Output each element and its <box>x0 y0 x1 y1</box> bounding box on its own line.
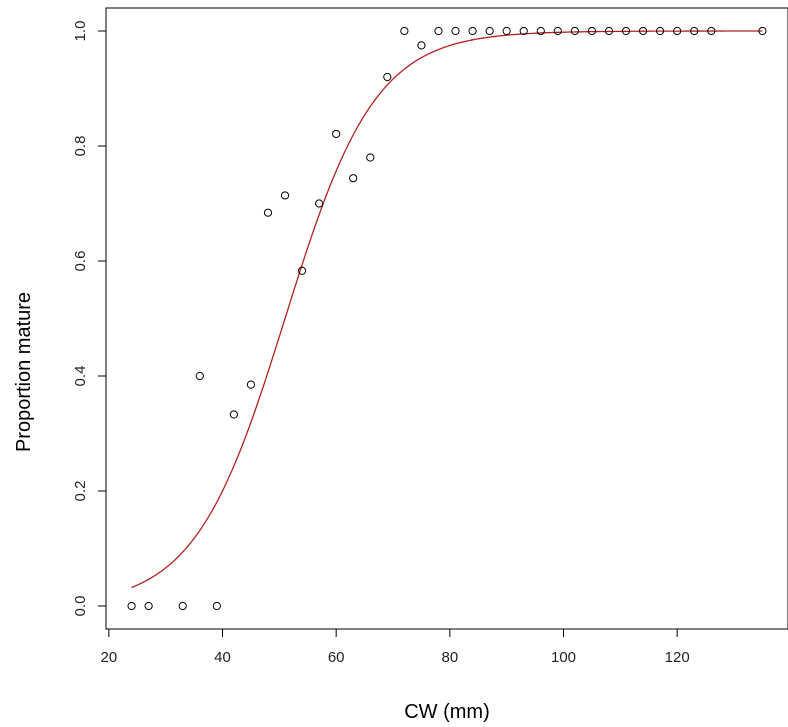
x-tick-label: 120 <box>665 649 690 666</box>
data-point <box>127 601 136 611</box>
data-point <box>758 26 767 36</box>
y-tick-label: 0.2 <box>72 481 89 502</box>
data-point <box>212 601 221 611</box>
plot-frame <box>105 7 788 630</box>
y-axis: 0.0 0.2 0.4 0.6 0.8 1.0 <box>72 21 106 617</box>
x-tick-label: 100 <box>551 649 576 666</box>
y-axis-label: Proportion mature <box>13 292 35 452</box>
data-point <box>707 26 716 36</box>
data-points <box>127 26 767 611</box>
data-point <box>178 601 187 611</box>
data-point <box>280 191 290 200</box>
x-tick-label: 20 <box>100 649 117 666</box>
data-point <box>536 26 545 36</box>
y-tick-label: 0.0 <box>72 596 89 617</box>
data-point <box>502 26 511 36</box>
x-tick-label: 60 <box>328 649 345 666</box>
data-point <box>195 371 204 381</box>
data-point <box>570 26 579 36</box>
fitted-curve <box>131 30 763 589</box>
data-point <box>485 26 494 36</box>
data-point <box>144 601 153 611</box>
data-point <box>383 72 392 82</box>
data-point <box>366 153 375 162</box>
data-point <box>604 26 614 36</box>
data-point <box>349 174 358 183</box>
data-point <box>297 266 307 275</box>
y-tick-label: 0.6 <box>72 251 89 272</box>
data-point <box>417 41 426 50</box>
y-tick-label: 0.4 <box>72 366 89 387</box>
data-point <box>434 26 443 36</box>
data-point <box>587 26 597 36</box>
data-point <box>690 26 699 36</box>
x-axis-label: CW (mm) <box>404 701 490 723</box>
data-point <box>553 26 562 36</box>
data-point <box>229 410 238 419</box>
data-point <box>519 26 528 36</box>
data-point <box>656 26 665 36</box>
y-tick-label: 1.0 <box>72 21 89 42</box>
data-point <box>468 26 477 36</box>
data-point <box>263 208 273 217</box>
data-point <box>451 26 460 36</box>
data-point <box>621 26 631 36</box>
x-tick-label: 40 <box>214 649 231 666</box>
x-tick-label: 80 <box>441 649 458 666</box>
x-axis: 20 40 60 80 100 120 <box>100 629 690 666</box>
data-point <box>638 26 648 36</box>
data-point <box>332 129 341 139</box>
data-point <box>246 380 256 389</box>
y-tick-label: 0.8 <box>72 136 89 157</box>
data-point <box>315 199 324 208</box>
data-point <box>400 26 409 36</box>
data-point <box>673 26 682 36</box>
